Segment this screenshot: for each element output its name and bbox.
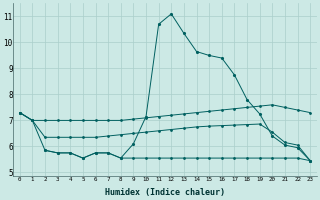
X-axis label: Humidex (Indice chaleur): Humidex (Indice chaleur) — [105, 188, 225, 197]
